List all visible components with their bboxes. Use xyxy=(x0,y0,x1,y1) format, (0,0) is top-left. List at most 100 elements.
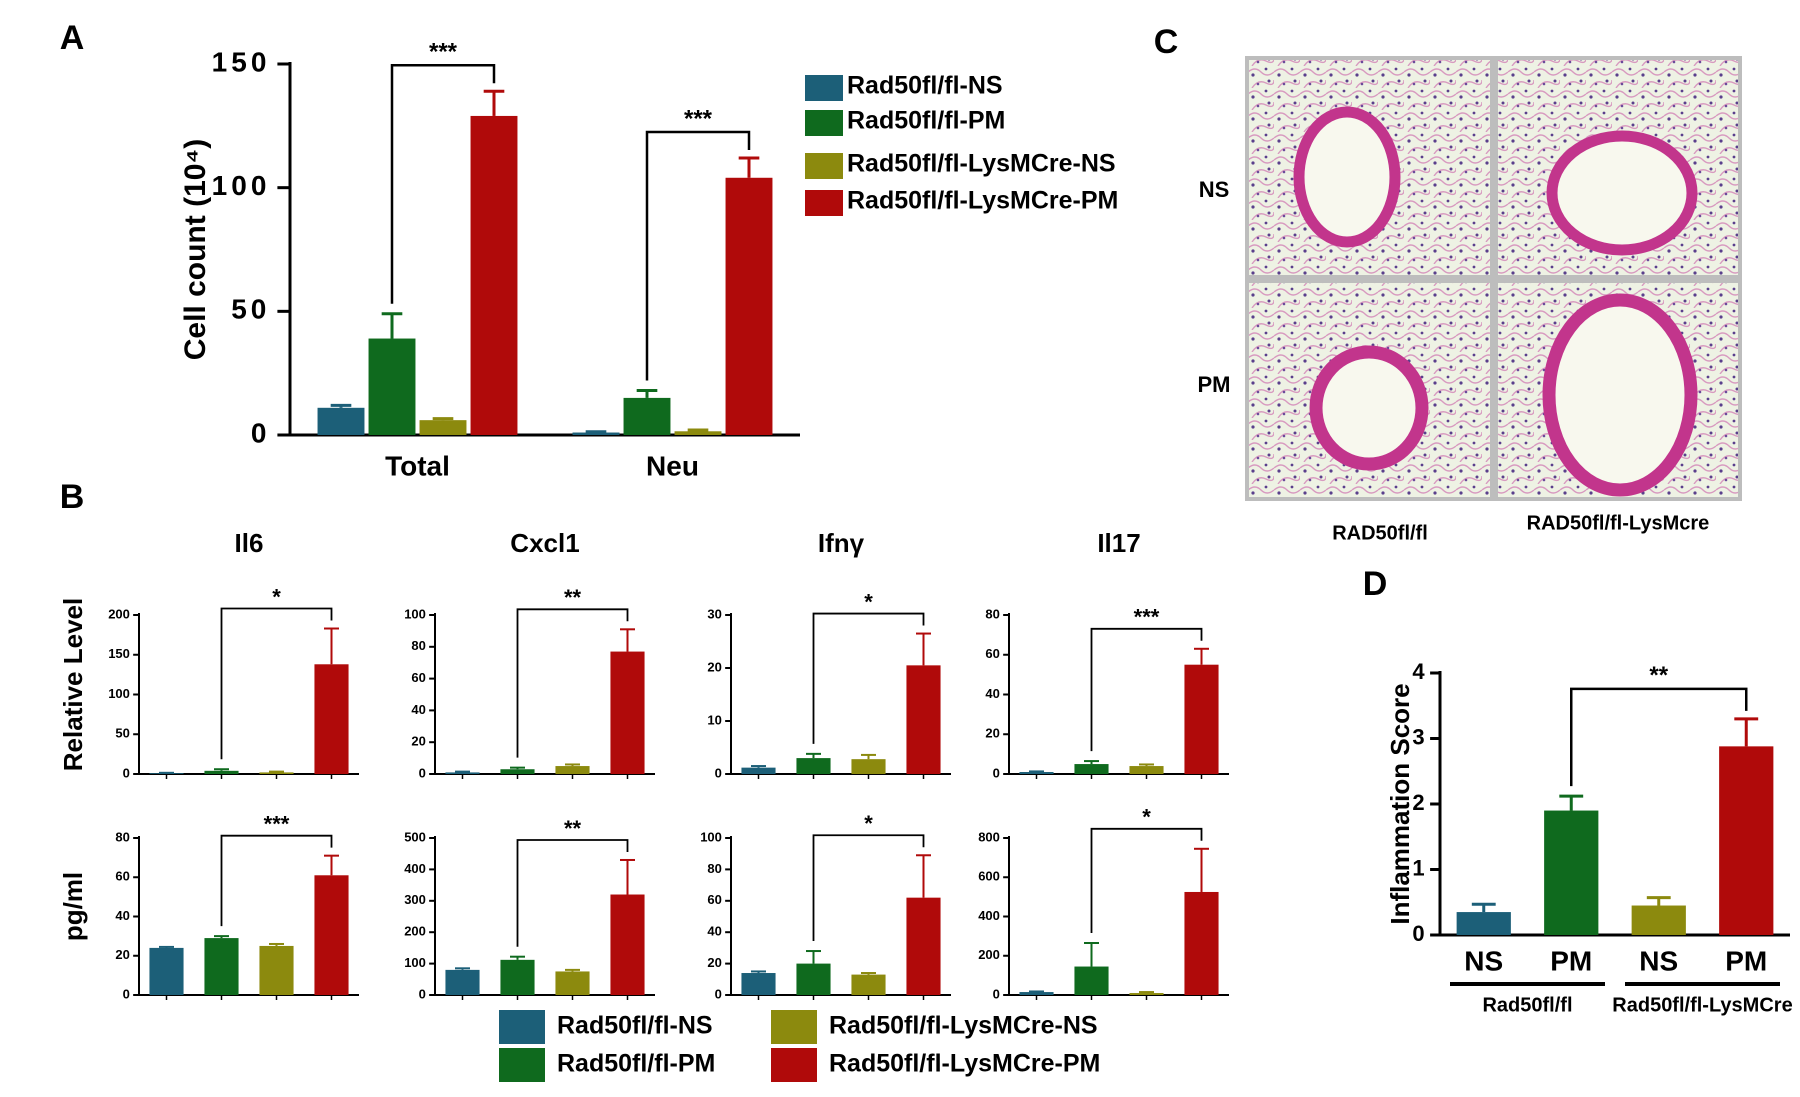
significance-bracket xyxy=(1570,687,1748,787)
y-tick-label: 20 xyxy=(707,955,721,970)
y-tick-label: 200 xyxy=(404,924,426,939)
y-tick-label: 80 xyxy=(707,861,721,876)
bar xyxy=(674,431,722,435)
y-tick-label: 100 xyxy=(404,955,426,970)
y-tick-label: 0 xyxy=(419,765,426,780)
bar xyxy=(1184,664,1219,774)
significance-bracket xyxy=(220,834,333,927)
y-tick-label: 60 xyxy=(985,646,999,661)
significance-label: *** xyxy=(264,811,290,836)
y-tick-label: 0 xyxy=(715,986,722,1001)
y-tick-label: 0 xyxy=(123,765,130,780)
airway xyxy=(1293,106,1401,248)
chart-title: Ifnγ xyxy=(818,528,865,558)
bar xyxy=(445,969,480,995)
y-tick-label: 100 xyxy=(404,606,426,621)
y-tick-label: 3 xyxy=(1412,724,1424,749)
y-tick-label: 0 xyxy=(419,986,426,1001)
y-tick-label: 40 xyxy=(411,702,425,717)
y-tick-label: 2 xyxy=(1412,790,1424,815)
y-tick-label: 1 xyxy=(1412,855,1424,880)
significance-bracket xyxy=(1090,627,1203,752)
bar xyxy=(725,177,773,436)
airway xyxy=(1546,130,1698,256)
y-tick-label: 0 xyxy=(123,986,130,1001)
y-tick-label: 800 xyxy=(978,829,1000,844)
legend-swatch xyxy=(805,75,843,101)
row-label: NS xyxy=(1199,177,1230,202)
y-tick-label: 150 xyxy=(108,646,130,661)
y-tick-label: 500 xyxy=(404,829,426,844)
y-tick-label: 50 xyxy=(115,726,129,741)
legend-label: Rad50fl/fl-PM xyxy=(847,107,1005,135)
legend-label: Rad50fl/fl-LysMCre-PM xyxy=(829,1050,1100,1078)
panel-letter: B xyxy=(60,478,85,516)
y-axis-label: Relative Level xyxy=(58,598,88,771)
column-label: RAD50fl/fl xyxy=(1332,522,1428,544)
y-tick-label: 150 xyxy=(212,46,271,77)
significance-label: ** xyxy=(564,585,582,610)
bar xyxy=(1129,993,1164,995)
y-tick-label: 40 xyxy=(115,908,129,923)
bar xyxy=(1074,966,1109,995)
significance-bracket xyxy=(812,612,925,744)
significance-bracket xyxy=(645,130,751,381)
bar xyxy=(1456,912,1511,935)
panel-letter: C xyxy=(1154,23,1179,61)
bar xyxy=(906,897,941,995)
bar xyxy=(1719,746,1774,935)
x-tick-label: NS xyxy=(1639,945,1678,976)
y-tick-label: 200 xyxy=(978,947,1000,962)
significance-label: * xyxy=(864,811,873,836)
x-tick-label: PM xyxy=(1725,945,1767,976)
bar xyxy=(796,758,831,774)
bar xyxy=(555,766,590,774)
y-tick-label: 200 xyxy=(108,606,130,621)
legend-label: Rad50fl/fl-LysMCre-PM xyxy=(847,187,1118,215)
y-tick-label: 20 xyxy=(411,734,425,749)
bar xyxy=(445,772,480,774)
significance-bracket xyxy=(516,608,629,758)
y-axis-label: Cell count (10⁴) xyxy=(179,139,212,361)
y-tick-label: 30 xyxy=(707,606,721,621)
bar xyxy=(851,974,886,995)
bar xyxy=(419,420,467,435)
legend-label: Rad50fl/fl-NS xyxy=(557,1012,713,1040)
significance-label: *** xyxy=(1134,605,1160,630)
bar xyxy=(1184,891,1219,995)
y-tick-label: 400 xyxy=(978,908,1000,923)
significance-bracket xyxy=(390,63,496,304)
significance-label: *** xyxy=(684,105,713,132)
legend-swatch xyxy=(499,1048,545,1082)
significance-label: *** xyxy=(429,39,458,66)
bar xyxy=(796,963,831,995)
legend-label: Rad50fl/fl-LysMCre-NS xyxy=(847,150,1116,178)
y-tick-label: 60 xyxy=(411,670,425,685)
bar xyxy=(500,959,535,995)
row-label: PM xyxy=(1198,372,1231,397)
legend-swatch xyxy=(805,153,843,179)
bar xyxy=(1631,905,1686,935)
bar xyxy=(314,875,349,995)
y-tick-label: 100 xyxy=(108,686,130,701)
panel-letter: D xyxy=(1363,565,1388,603)
bar xyxy=(741,973,776,995)
bar xyxy=(610,651,645,774)
bar xyxy=(317,407,365,435)
y-tick-label: 20 xyxy=(115,947,129,962)
column-label: RAD50fl/fl-LysMcre xyxy=(1527,512,1710,534)
bar xyxy=(1074,764,1109,774)
y-tick-label: 0 xyxy=(251,417,271,448)
y-tick-label: 10 xyxy=(707,712,721,727)
bar xyxy=(470,115,518,435)
significance-bracket xyxy=(1090,827,1203,933)
airway xyxy=(1309,345,1429,471)
y-tick-label: 20 xyxy=(707,659,721,674)
legend-swatch xyxy=(771,1048,817,1082)
y-tick-label: 4 xyxy=(1412,659,1425,684)
y-tick-label: 20 xyxy=(985,726,999,741)
bar xyxy=(368,338,416,435)
y-tick-label: 80 xyxy=(411,638,425,653)
bar xyxy=(610,894,645,995)
y-tick-label: 60 xyxy=(115,869,129,884)
